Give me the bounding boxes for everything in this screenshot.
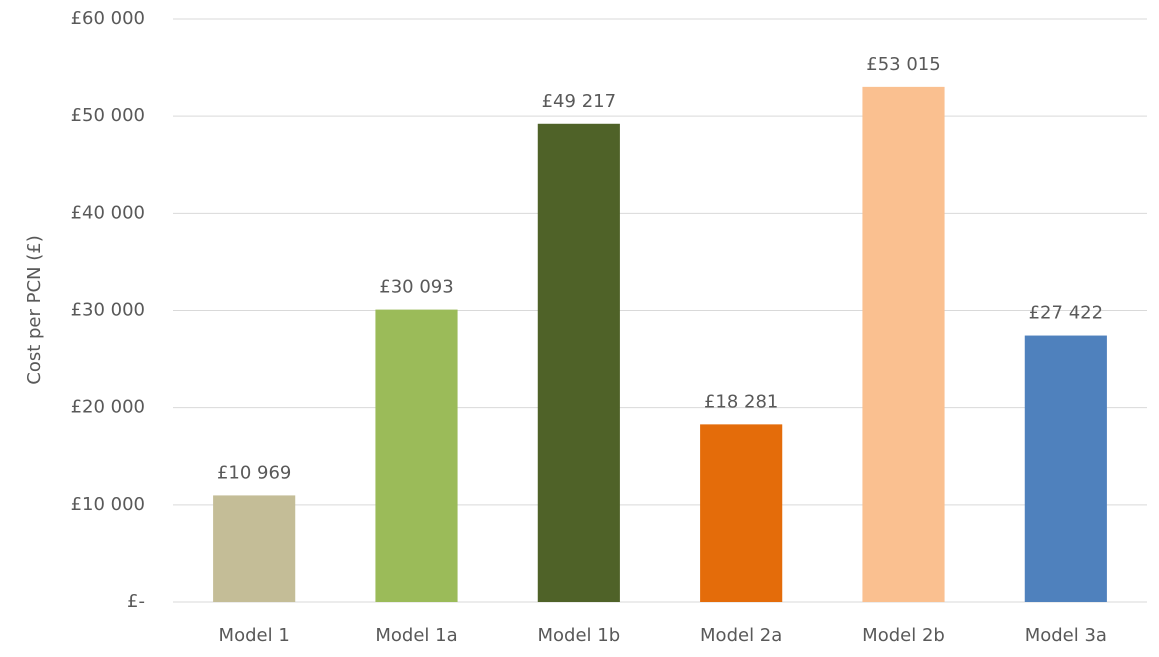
x-tick-label: Model 2a — [700, 625, 782, 646]
bar — [537, 123, 620, 603]
bar — [1024, 335, 1107, 602]
y-tick-label: £30 000 — [71, 300, 145, 321]
x-tick-label: Model 1 — [219, 625, 290, 646]
x-tick-label: Model 1b — [538, 625, 621, 646]
value-label: £10 969 — [217, 462, 291, 483]
bar — [213, 495, 296, 602]
bar — [862, 86, 945, 603]
x-tick-label: Model 2b — [862, 625, 945, 646]
y-axis-label: Cost per PCN (£) — [24, 235, 45, 384]
value-label: £49 217 — [542, 91, 616, 112]
y-tick-label: £60 000 — [71, 8, 145, 29]
y-tick-label: £50 000 — [71, 105, 145, 126]
y-tick-label: £10 000 — [71, 494, 145, 515]
x-tick-label: Model 3a — [1025, 625, 1107, 646]
x-tick-label: Model 1a — [375, 625, 457, 646]
bar — [375, 309, 458, 602]
y-tick-label: £20 000 — [71, 397, 145, 418]
y-tick-label: £- — [127, 591, 145, 612]
y-tick-label: £40 000 — [71, 202, 145, 223]
bar — [700, 424, 783, 602]
value-label: £53 015 — [866, 54, 940, 75]
value-label: £30 093 — [379, 277, 453, 298]
value-label: £27 422 — [1029, 303, 1103, 324]
value-label: £18 281 — [704, 391, 778, 412]
